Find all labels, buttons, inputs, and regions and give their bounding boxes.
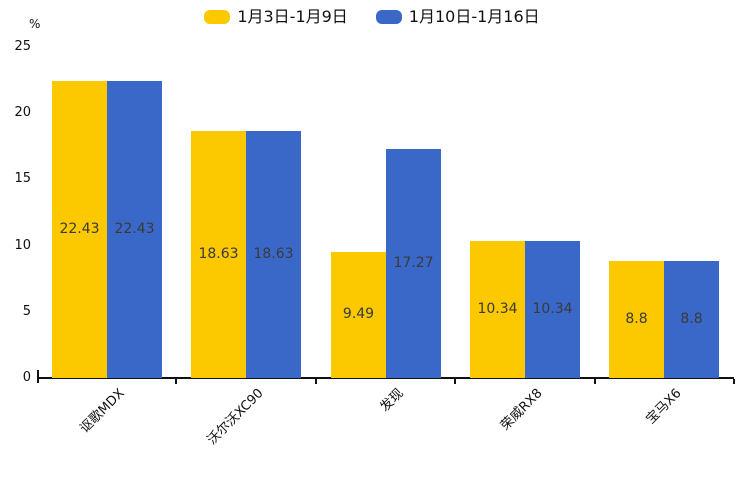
bar-value-label: 18.63 [198, 246, 239, 262]
bar-value-label: 10.34 [477, 301, 518, 317]
bar-value-label: 18.63 [253, 246, 294, 262]
y-axis-unit-label: % [29, 17, 41, 31]
bar-series-2-荣威RX8 [525, 241, 580, 378]
bar-value-label: 10.34 [532, 301, 573, 317]
legend-swatch-series-1-icon [204, 10, 231, 24]
x-axis-label: 发现 [377, 386, 407, 416]
x-axis-label: 沃尔沃XC90 [204, 386, 267, 448]
y-axis-tick-label: 0 [22, 370, 31, 385]
x-axis-tick [315, 379, 317, 384]
x-axis-label: 讴歌MDX [77, 386, 128, 437]
bar-series-2-讴歌MDX [107, 81, 162, 378]
y-axis-tick-label: 25 [14, 39, 31, 54]
legend-swatch-series-2-icon [375, 10, 402, 24]
legend-item-series-1[interactable]: 1月3日-1月9日 [204, 7, 348, 27]
x-axis-tick [454, 379, 456, 384]
x-axis-label: 宝马X6 [643, 386, 685, 428]
x-axis-tick [594, 379, 596, 384]
bar-series-2-沃尔沃XC90 [246, 131, 301, 378]
x-axis-line [37, 377, 734, 379]
y-axis-tick-label: 15 [14, 171, 31, 187]
bar-value-label: 22.43 [59, 221, 100, 237]
bar-value-label: 8.8 [680, 311, 703, 327]
y-axis-tick-label: 10 [14, 237, 31, 253]
y-axis-tick-label: 5 [22, 303, 31, 319]
legend-label-series-2: 1月10日-1月16日 [408, 7, 540, 26]
x-axis-tick [175, 379, 177, 384]
bar-series-1-发现 [331, 252, 386, 378]
bar-series-1-讴歌MDX [52, 81, 107, 378]
bar-series-2-宝马X6 [664, 261, 719, 378]
legend-label-series-1: 1月3日-1月9日 [237, 7, 348, 26]
legend: 1月3日-1月9日 1月10日-1月16日 [0, 7, 744, 27]
y-axis-tick-label: 20 [14, 105, 31, 121]
bar-value-label: 17.27 [393, 255, 434, 271]
bar-series-1-沃尔沃XC90 [191, 131, 246, 378]
bar-value-label: 8.8 [625, 311, 648, 327]
bar-series-1-荣威RX8 [470, 241, 525, 378]
bar-value-label: 9.49 [342, 306, 375, 322]
x-axis-label: 荣威RX8 [498, 386, 546, 434]
axis-corner-tick [37, 370, 39, 383]
bar-series-1-宝马X6 [609, 261, 664, 378]
bar-series-2-发现 [386, 149, 441, 378]
legend-item-series-2[interactable]: 1月10日-1月16日 [375, 7, 540, 27]
bar-value-label: 22.43 [114, 221, 155, 237]
x-axis-tick [733, 379, 735, 384]
